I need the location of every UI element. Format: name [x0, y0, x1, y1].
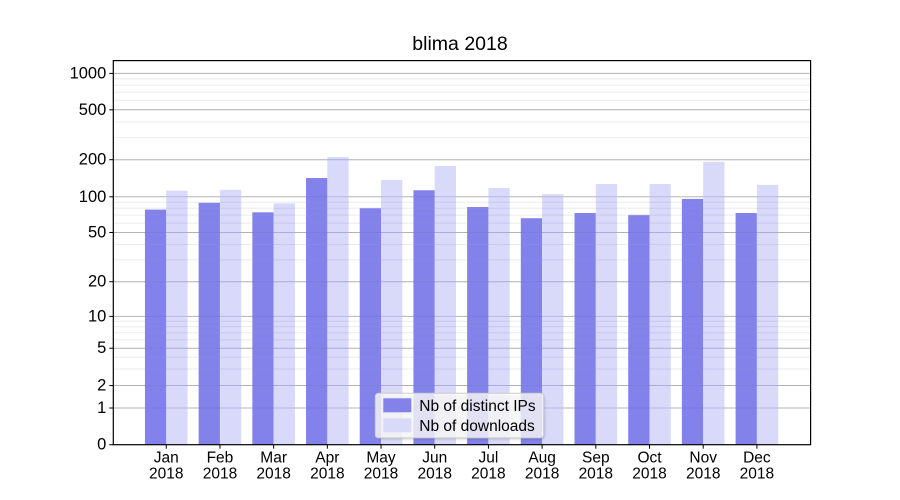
svg-text:2018: 2018 — [632, 466, 666, 483]
svg-text:2018: 2018 — [364, 466, 398, 483]
svg-text:Apr: Apr — [315, 450, 339, 467]
svg-text:50: 50 — [88, 224, 106, 242]
svg-text:2018: 2018 — [310, 466, 344, 483]
svg-text:0: 0 — [97, 436, 106, 454]
svg-text:2018: 2018 — [256, 466, 290, 483]
svg-text:100: 100 — [79, 188, 107, 206]
svg-text:2018: 2018 — [417, 466, 451, 483]
svg-text:2018: 2018 — [149, 466, 183, 483]
svg-text:10: 10 — [88, 307, 106, 325]
svg-text:Nov: Nov — [689, 450, 717, 467]
svg-text:2018: 2018 — [471, 466, 505, 483]
svg-text:2018: 2018 — [579, 466, 613, 483]
svg-text:May: May — [366, 450, 396, 467]
svg-text:1000: 1000 — [70, 64, 107, 82]
svg-text:2: 2 — [97, 377, 106, 395]
svg-text:500: 500 — [79, 101, 107, 119]
svg-text:Jul: Jul — [479, 450, 499, 467]
svg-text:2018: 2018 — [203, 466, 237, 483]
svg-text:blima 2018: blima 2018 — [412, 33, 507, 55]
svg-text:Sep: Sep — [582, 450, 610, 467]
svg-text:2018: 2018 — [686, 466, 720, 483]
svg-text:Aug: Aug — [528, 450, 556, 467]
svg-text:Jun: Jun — [422, 450, 447, 467]
svg-text:Nb of downloads: Nb of downloads — [419, 418, 535, 435]
svg-text:20: 20 — [88, 273, 106, 291]
svg-text:5: 5 — [97, 339, 106, 357]
svg-text:200: 200 — [79, 151, 107, 169]
svg-text:Oct: Oct — [637, 450, 662, 467]
svg-text:Nb of distinct IPs: Nb of distinct IPs — [419, 398, 536, 415]
svg-text:Mar: Mar — [260, 450, 287, 467]
svg-text:Feb: Feb — [207, 450, 234, 467]
svg-text:Dec: Dec — [743, 450, 771, 467]
svg-text:2018: 2018 — [740, 466, 774, 483]
svg-text:1: 1 — [97, 399, 106, 417]
svg-text:Jan: Jan — [154, 450, 179, 467]
svg-text:2018: 2018 — [525, 466, 559, 483]
